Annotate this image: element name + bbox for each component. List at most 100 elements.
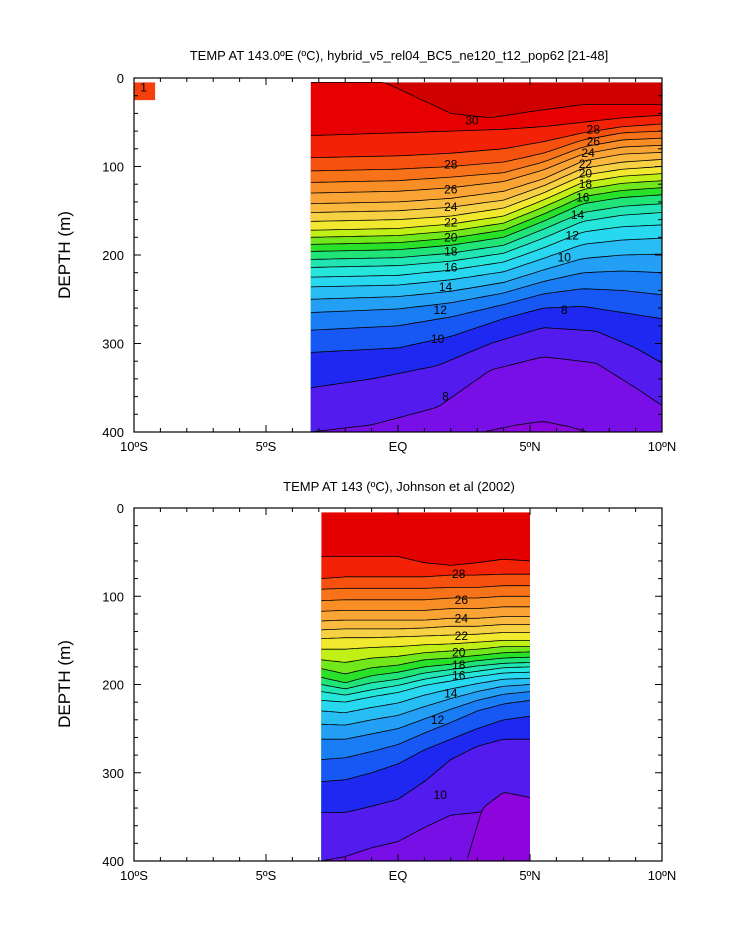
isotherm-line-19 bbox=[310, 187, 663, 245]
contour-label: 26 bbox=[455, 593, 469, 607]
contour-label: 14 bbox=[439, 280, 453, 294]
y-tick-label: 200 bbox=[102, 248, 124, 263]
contour-label: 24 bbox=[581, 146, 595, 160]
isotherm-line-23 bbox=[310, 159, 663, 213]
contour-label: 10 bbox=[431, 332, 445, 346]
marker-label: 1 bbox=[140, 80, 147, 94]
isotherm-line-7 bbox=[467, 792, 531, 859]
contour-label: 28 bbox=[587, 122, 601, 136]
isotherm-line-9 bbox=[321, 738, 530, 813]
isotherm-line-20 bbox=[321, 646, 530, 663]
isotherm-line-29 bbox=[321, 556, 531, 566]
y-tick-label: 300 bbox=[102, 766, 124, 781]
contour-label: 14 bbox=[444, 686, 458, 700]
isotherm-line-11 bbox=[310, 288, 663, 331]
contour-label: 10 bbox=[558, 251, 572, 265]
y-axis-label: DEPTH (m) bbox=[55, 211, 74, 299]
isotherm-line-27 bbox=[310, 130, 663, 172]
contour-label: 22 bbox=[579, 157, 593, 171]
isotherm-line-17 bbox=[310, 203, 663, 260]
contour-label: 12 bbox=[434, 303, 448, 317]
contour-label: 30 bbox=[465, 113, 479, 127]
isotherm-line-25 bbox=[310, 144, 663, 194]
contour-label: 20 bbox=[579, 167, 593, 181]
isotherm-line-16 bbox=[321, 666, 531, 696]
contour-label: 8 bbox=[561, 303, 568, 317]
isotherm-line-27 bbox=[321, 585, 530, 590]
isotherm-fill-7 bbox=[486, 421, 586, 432]
isotherm-line-15 bbox=[310, 224, 663, 278]
isotherm-line-7 bbox=[486, 421, 587, 432]
isotherm-line-26 bbox=[310, 137, 663, 183]
isotherm-line-14 bbox=[321, 677, 531, 714]
contour-label: 12 bbox=[431, 713, 445, 727]
contour-label: 18 bbox=[579, 177, 593, 191]
isotherm-line-21 bbox=[310, 173, 663, 231]
isotherm-line-13 bbox=[310, 253, 663, 300]
y-tick-label: 100 bbox=[102, 589, 124, 604]
x-tick-label: 10ºS bbox=[120, 868, 148, 883]
panel-observations: TEMP AT 143 (ºC), Johnson et al (2002) D… bbox=[55, 479, 676, 883]
isotherm-line-11 bbox=[321, 700, 531, 760]
x-tick-label: 5ºS bbox=[256, 868, 277, 883]
isotherm-line-10 bbox=[321, 715, 531, 782]
chart-title: TEMP AT 143 (ºC), Johnson et al (2002) bbox=[283, 479, 515, 494]
contour-label: 14 bbox=[571, 208, 585, 222]
isotherm-line-30 bbox=[310, 82, 662, 118]
isotherm-line-17 bbox=[321, 662, 531, 690]
y-tick-label: 0 bbox=[117, 71, 124, 86]
contour-label: 22 bbox=[455, 629, 469, 643]
isotherm-line-25 bbox=[321, 606, 530, 612]
contour-label: 24 bbox=[444, 200, 458, 214]
isotherm-line-19 bbox=[321, 651, 531, 675]
y-tick-label: 400 bbox=[102, 854, 124, 869]
isotherm-line-12 bbox=[310, 270, 663, 313]
y-tick-label: 400 bbox=[102, 425, 124, 440]
isotherm-line-23 bbox=[321, 624, 530, 631]
chart-title: TEMP AT 143.0ºE (ºC), hybrid_v5_rel04_BC… bbox=[190, 48, 609, 63]
contour-label: 20 bbox=[452, 646, 466, 660]
isotherm-line-8 bbox=[310, 356, 663, 433]
contour-label: 18 bbox=[444, 244, 458, 258]
x-tick-label: EQ bbox=[389, 868, 408, 883]
x-tick-label: 5ºN bbox=[519, 439, 540, 454]
isotherm-line-22 bbox=[321, 632, 530, 639]
y-axis-label: DEPTH (m) bbox=[55, 640, 74, 728]
x-tick-label: 10ºN bbox=[648, 439, 677, 454]
contour-label: 26 bbox=[444, 183, 458, 197]
contour-label: 28 bbox=[452, 567, 466, 581]
isotherm-fill-8 bbox=[310, 357, 662, 432]
contour-label: 8 bbox=[442, 390, 449, 404]
isotherm-line-21 bbox=[321, 640, 530, 650]
y-tick-label: 100 bbox=[102, 160, 124, 175]
panel-model: TEMP AT 143.0ºE (ºC), hybrid_v5_rel04_BC… bbox=[55, 48, 676, 454]
contour-label: 22 bbox=[444, 215, 458, 229]
isotherm-line-16 bbox=[310, 212, 663, 268]
contour-label: 10 bbox=[434, 788, 448, 802]
isotherm-line-28 bbox=[310, 123, 663, 159]
isotherm-line-24 bbox=[310, 151, 663, 205]
contour-label: 12 bbox=[566, 229, 580, 243]
isotherm-line-24 bbox=[321, 616, 530, 622]
isotherm-line-14 bbox=[310, 237, 663, 288]
y-tick-label: 0 bbox=[117, 501, 124, 516]
isotherm-line-26 bbox=[321, 595, 530, 602]
contour-label: 26 bbox=[587, 135, 601, 149]
x-tick-label: 10ºN bbox=[648, 868, 677, 883]
contour-label: 28 bbox=[444, 158, 458, 172]
isotherm-line-12 bbox=[321, 691, 531, 740]
isotherm-line-15 bbox=[321, 671, 531, 703]
contour-label: 18 bbox=[452, 658, 466, 672]
isotherm-line-28 bbox=[321, 573, 530, 579]
x-tick-label: EQ bbox=[389, 439, 408, 454]
x-tick-label: 10ºS bbox=[120, 439, 148, 454]
isotherm-line-18 bbox=[321, 656, 531, 684]
contour-label: 24 bbox=[455, 611, 469, 625]
contour-label: 16 bbox=[576, 190, 590, 204]
y-tick-label: 200 bbox=[102, 678, 124, 693]
y-tick-label: 300 bbox=[102, 337, 124, 352]
isotherm-line-18 bbox=[310, 194, 663, 252]
x-tick-label: 5ºS bbox=[256, 439, 277, 454]
isotherm-line-29 bbox=[310, 114, 663, 136]
